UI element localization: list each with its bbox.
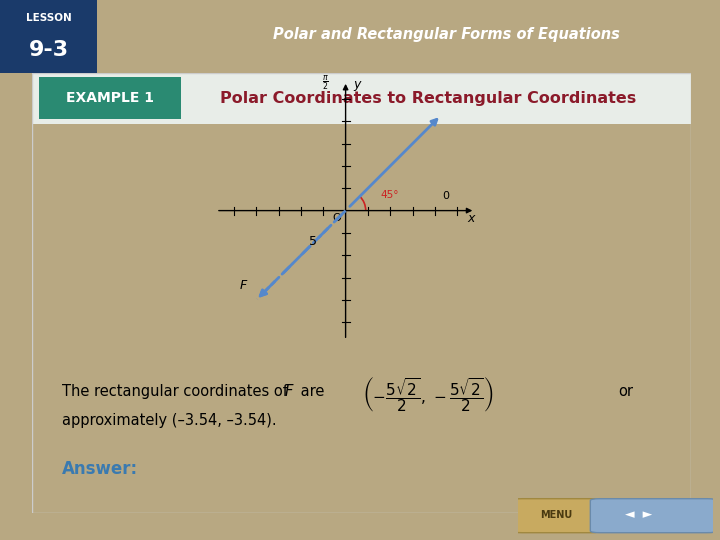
- FancyBboxPatch shape: [32, 73, 691, 124]
- Text: 9-3: 9-3: [29, 39, 69, 59]
- Text: O: O: [333, 213, 341, 222]
- Text: LESSON: LESSON: [26, 13, 72, 23]
- Text: EXAMPLE 1: EXAMPLE 1: [66, 91, 154, 105]
- Text: or: or: [618, 384, 633, 400]
- Text: approximately (–3.54, –3.54).: approximately (–3.54, –3.54).: [62, 413, 276, 428]
- Text: x: x: [467, 212, 474, 225]
- Text: 5: 5: [310, 235, 318, 248]
- FancyBboxPatch shape: [590, 499, 716, 532]
- Text: Answer:: Answer:: [62, 460, 138, 478]
- Text: F: F: [239, 279, 246, 292]
- Text: y: y: [354, 78, 361, 91]
- Text: are: are: [296, 384, 324, 400]
- Text: $\frac{\pi}{2}$: $\frac{\pi}{2}$: [322, 73, 329, 92]
- Text: Polar and Rectangular Forms of Equations: Polar and Rectangular Forms of Equations: [273, 28, 620, 43]
- Text: MENU: MENU: [540, 510, 572, 520]
- FancyBboxPatch shape: [513, 499, 600, 532]
- Text: The rectangular coordinates of: The rectangular coordinates of: [62, 384, 292, 400]
- Text: 45°: 45°: [380, 190, 399, 200]
- Text: $\left(-\dfrac{5\sqrt{2}}{2},\,-\dfrac{5\sqrt{2}}{2}\right)$: $\left(-\dfrac{5\sqrt{2}}{2},\,-\dfrac{5…: [361, 375, 494, 414]
- Text: 0: 0: [443, 191, 450, 201]
- FancyBboxPatch shape: [39, 77, 181, 119]
- Text: ◄  ►: ◄ ►: [625, 509, 652, 522]
- FancyBboxPatch shape: [0, 0, 97, 73]
- Text: Polar Coordinates to Rectangular Coordinates: Polar Coordinates to Rectangular Coordin…: [220, 91, 636, 106]
- Text: F: F: [284, 384, 293, 400]
